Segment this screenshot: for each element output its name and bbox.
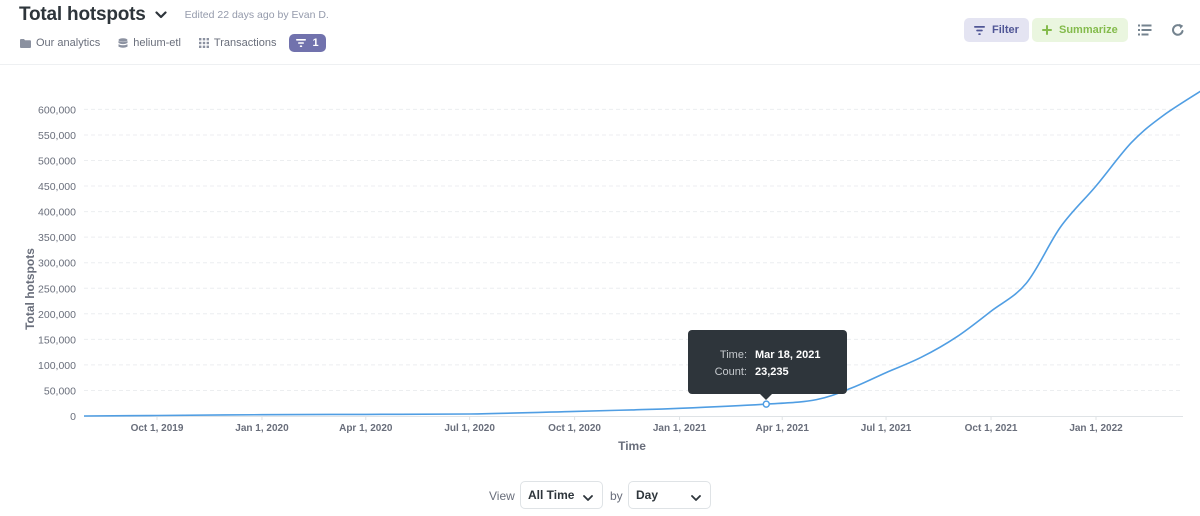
filter-button-label: Filter: [992, 24, 1019, 36]
tooltip-time-value: Mar 18, 2021: [755, 348, 821, 361]
breadcrumb-database[interactable]: helium-etl: [118, 37, 181, 49]
line-chart: 0 50,000 100,000 150,000 200,000 250,000 300,0…: [0, 64, 1200, 476]
edited-info[interactable]: Edited 22 days ago by Evan D.: [184, 9, 329, 21]
by-label: by: [610, 489, 623, 503]
chevron-down-icon: [691, 491, 701, 505]
breadcrumb-table[interactable]: Transactions: [198, 37, 277, 49]
x-tick-label: Apr 1, 2021: [756, 423, 810, 434]
question-title[interactable]: Total hotspots: [19, 4, 146, 25]
y-tick-label: 500,000: [38, 156, 76, 168]
y-axis: 0 50,000 100,000 150,000 200,000 250,000 300,0…: [38, 104, 76, 423]
y-tick-label: 350,000: [38, 232, 76, 244]
question-header: Total hotspots Edited 22 days ago by Eva…: [0, 0, 1200, 65]
unit-select-value: Day: [636, 488, 659, 502]
tooltip-time-label: Time:: [719, 348, 747, 361]
y-axis-title: Total hotspots: [23, 248, 37, 330]
y-tick-label: 250,000: [38, 283, 76, 295]
y-tick-label: 150,000: [38, 334, 76, 346]
y-tick-label: 100,000: [38, 360, 76, 372]
x-tick-label: Jan 1, 2022: [1069, 423, 1123, 434]
x-tick-label: Jan 1, 2020: [235, 423, 289, 434]
breadcrumb-collection-label: Our analytics: [36, 37, 101, 49]
folder-icon: [20, 38, 31, 48]
list-bullet-icon[interactable]: [1137, 22, 1153, 38]
filter-icon: [974, 25, 985, 35]
gridlines: [84, 108, 1183, 391]
summarize-button-label: Summarize: [1059, 24, 1118, 36]
chart-canvas: 0 50,000 100,000 150,000 200,000 250,000 300,0…: [23, 90, 1200, 453]
filter-button[interactable]: Filter: [964, 18, 1029, 42]
chevron-down-icon: [583, 491, 593, 505]
x-tick-label: Jul 1, 2021: [861, 423, 912, 434]
database-icon: [118, 37, 128, 48]
timeseries-footer: View All Time by Day: [0, 481, 1200, 511]
y-tick-label: 550,000: [38, 130, 76, 142]
hover-point-marker: [762, 400, 771, 408]
x-axis-title: Time: [618, 439, 646, 453]
filter-icon: [296, 39, 307, 47]
breadcrumb: Our analytics helium-etl Transactions 1: [20, 34, 326, 52]
y-tick-label: 50,000: [44, 385, 76, 397]
x-tick-label: Oct 1, 2019: [131, 423, 184, 434]
x-axis: Oct 1, 2019 Jan 1, 2020 Apr 1, 2020 Jul 1, …: [84, 416, 1183, 434]
breadcrumb-database-label: helium-etl: [133, 37, 181, 49]
x-tick-label: Oct 1, 2021: [965, 423, 1018, 434]
x-tick-label: Oct 1, 2020: [548, 423, 601, 434]
y-tick-label: 450,000: [38, 181, 76, 193]
y-tick-label: 400,000: [38, 207, 76, 219]
plus-icon: [1042, 25, 1052, 35]
view-label: View: [489, 489, 515, 503]
refresh-icon[interactable]: [1170, 22, 1186, 38]
title-row: Total hotspots Edited 22 days ago by Eva…: [19, 4, 329, 26]
y-tick-label: 600,000: [38, 104, 76, 116]
tooltip-count-row: Count: 23,235: [688, 363, 847, 380]
summarize-button[interactable]: Summarize: [1032, 18, 1128, 42]
x-tick-label: Jan 1, 2021: [653, 423, 707, 434]
tooltip-count-label: Count:: [714, 365, 747, 378]
y-tick-label: 300,000: [38, 258, 76, 270]
breadcrumb-table-label: Transactions: [213, 37, 277, 49]
grid-icon: [198, 38, 209, 48]
chevron-down-icon[interactable]: [154, 8, 168, 22]
series-layer: [83, 90, 1200, 417]
unit-select[interactable]: Day: [628, 481, 711, 509]
view-select[interactable]: All Time: [520, 481, 603, 509]
breadcrumb-collection[interactable]: Our analytics: [20, 37, 100, 49]
y-tick-label: 200,000: [38, 309, 76, 321]
filter-count: 1: [312, 37, 319, 49]
x-tick-label: Jul 1, 2020: [444, 423, 495, 434]
view-select-value: All Time: [528, 488, 575, 502]
tooltip-arrow: [760, 394, 772, 400]
filter-count-pill[interactable]: 1: [289, 34, 326, 52]
tooltip-time-row: Time: Mar 18, 2021: [688, 346, 847, 363]
y-tick-label: 0: [70, 411, 76, 423]
x-tick-label: Apr 1, 2020: [339, 423, 393, 434]
chart-tooltip: Time: Mar 18, 2021 Count: 23,235: [688, 330, 847, 400]
tooltip-count-value: 23,235: [755, 365, 789, 378]
series-line-count: [83, 90, 1200, 417]
